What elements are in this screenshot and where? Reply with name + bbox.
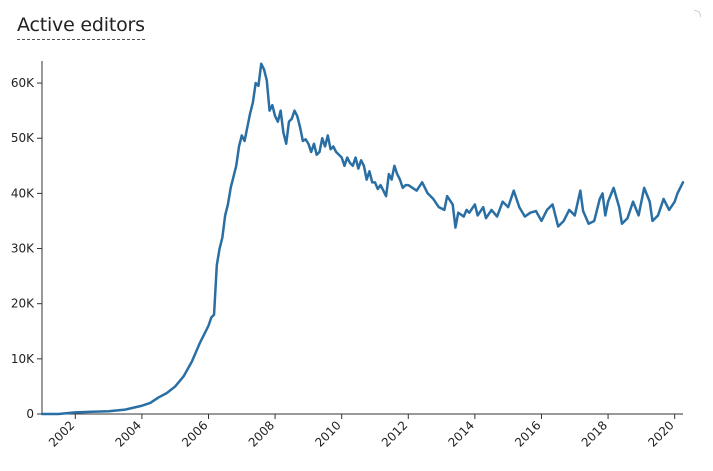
x-tick-label: 2016 xyxy=(512,418,543,449)
series-line-active-editors xyxy=(40,62,685,416)
x-tick-label: 2002 xyxy=(46,418,77,449)
y-axis: 0 10K 20K 30K 40K 50K 60K xyxy=(11,61,43,421)
x-tick-label: 2020 xyxy=(645,418,676,449)
y-tick-label: 30K xyxy=(11,242,35,256)
chart-title: Active editors xyxy=(17,14,145,40)
y-tick-label: 0 xyxy=(26,407,34,421)
y-tick-label: 40K xyxy=(11,186,35,200)
y-tick-label: 10K xyxy=(11,352,35,366)
y-tick-label: 60K xyxy=(11,76,35,90)
x-axis: 2002 2004 2006 2008 2010 2012 2014 2016 2018 2020 xyxy=(42,413,683,450)
x-tick-label: 2008 xyxy=(246,418,277,449)
corner-decoration xyxy=(694,10,701,17)
x-tick-label: 2010 xyxy=(312,418,343,449)
y-tick-label: 20K xyxy=(11,297,35,311)
x-tick-label: 2006 xyxy=(179,418,210,449)
x-tick-label: 2004 xyxy=(113,418,144,449)
x-tick-label: 2012 xyxy=(379,418,410,449)
x-tick-label: 2018 xyxy=(579,418,610,449)
x-tick-label: 2014 xyxy=(446,418,477,449)
y-tick-label: 50K xyxy=(11,131,35,145)
